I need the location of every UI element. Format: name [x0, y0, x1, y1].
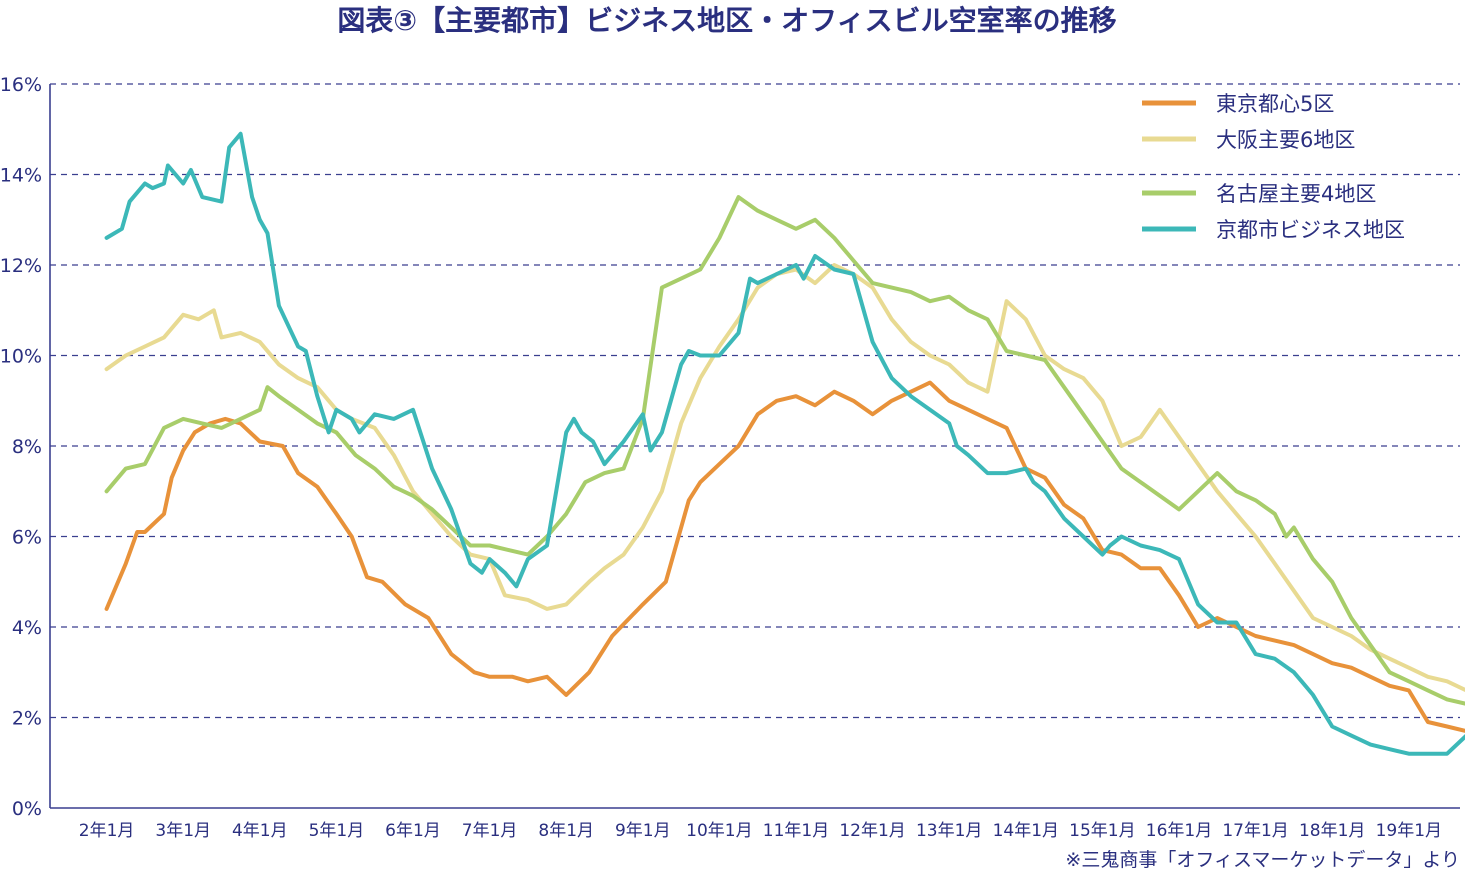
y-tick-label: 16%	[0, 74, 42, 96]
y-tick-label: 4%	[12, 617, 42, 639]
x-tick-label: 8年1月	[538, 821, 594, 841]
legend-label: 京都市ビジネス地区	[1216, 218, 1405, 242]
x-tick-label: 9年1月	[615, 821, 671, 841]
series-line	[104, 195, 1465, 706]
x-tick-label: 19年1月	[1376, 821, 1442, 841]
x-tick-label: 16年1月	[1146, 821, 1212, 841]
x-tick-label: 14年1月	[993, 821, 1059, 841]
x-axis-ticks: 2年1月 3年1月 4年1月 5年1月 6年1月 7年1月 8年1月 9年1月 10年1月 11年…	[79, 821, 1442, 841]
y-tick-label: 12%	[0, 255, 42, 277]
y-tick-label: 2%	[12, 708, 42, 730]
x-tick-label: 2年1月	[79, 821, 135, 841]
x-tick-label: 6年1月	[385, 821, 441, 841]
y-tick-label: 0%	[12, 798, 42, 820]
x-tick-label: 11年1月	[763, 821, 829, 841]
y-tick-label: 10%	[0, 346, 42, 368]
x-tick-label: 5年1月	[309, 821, 365, 841]
y-tick-label: 14%	[0, 165, 42, 187]
x-tick-label: 13年1月	[916, 821, 982, 841]
legend-label: 東京都心5区	[1216, 92, 1334, 116]
series-line	[104, 263, 1465, 692]
x-tick-label: 15年1月	[1069, 821, 1135, 841]
series-lines	[104, 131, 1465, 756]
series-line	[104, 380, 1465, 733]
x-tick-label: 17年1月	[1222, 821, 1288, 841]
x-tick-label: 10年1月	[686, 821, 752, 841]
legend-label: 大阪主要6地区	[1216, 128, 1355, 152]
x-tick-label: 12年1月	[839, 821, 905, 841]
x-tick-label: 18年1月	[1299, 821, 1365, 841]
source-note: ※三鬼商事「オフィスマーケットデータ」より	[1065, 849, 1460, 871]
y-axis-ticks: 0% 2% 4% 6% 8% 10% 12% 14% 16%	[0, 74, 42, 820]
series-line	[104, 131, 1465, 756]
y-tick-label: 8%	[12, 436, 42, 458]
chart-title: 図表③【主要都市】ビジネス地区・オフィスビル空室率の推移	[337, 4, 1116, 37]
y-tick-label: 6%	[12, 527, 42, 549]
x-tick-label: 7年1月	[462, 821, 518, 841]
x-tick-label: 3年1月	[155, 821, 211, 841]
legend-label: 名古屋主要4地区	[1216, 182, 1376, 206]
x-tick-label: 4年1月	[232, 821, 288, 841]
